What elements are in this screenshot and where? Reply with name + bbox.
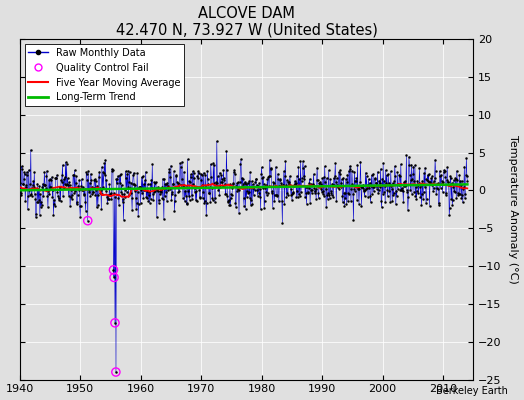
Y-axis label: Temperature Anomaly (°C): Temperature Anomaly (°C) [508,135,518,284]
Text: Berkeley Earth: Berkeley Earth [436,386,508,396]
Five Year Moving Average [138,186,144,191]
Five Year Moving Average [464,186,471,191]
Quality Control Fail [112,369,120,375]
Raw Monthly Data [464,178,471,183]
Raw Monthly Data [325,168,332,173]
Five Year Moving Average [17,185,23,190]
Long-Term Trend [332,184,338,188]
Raw Monthly Data [214,139,220,144]
Legend: Raw Monthly Data, Quality Control Fail, Five Year Moving Average, Long-Term Tren: Raw Monthly Data, Quality Control Fail, … [25,44,184,106]
Five Year Moving Average [125,195,132,200]
Quality Control Fail [110,274,118,281]
Five Year Moving Average [399,182,405,187]
Raw Monthly Data [431,179,437,184]
Line: Long-Term Trend: Long-Term Trend [20,184,467,190]
Raw Monthly Data [333,180,339,185]
Long-Term Trend [324,184,331,189]
Five Year Moving Average [332,184,339,189]
Long-Term Trend [430,182,436,187]
Five Year Moving Average [347,184,354,189]
Raw Monthly Data [113,370,119,374]
Raw Monthly Data [17,188,23,193]
Raw Monthly Data [348,198,354,203]
Raw Monthly Data [138,188,144,192]
Quality Control Fail [83,218,92,224]
Quality Control Fail [110,267,118,273]
Long-Term Trend [347,184,353,188]
Line: Five Year Moving Average: Five Year Moving Average [20,183,467,197]
Title: ALCOVE DAM
42.470 N, 73.927 W (United States): ALCOVE DAM 42.470 N, 73.927 W (United St… [116,6,377,38]
Quality Control Fail [111,320,119,326]
Five Year Moving Average [418,181,424,186]
Line: Raw Monthly Data: Raw Monthly Data [19,140,468,373]
Raw Monthly Data [399,188,406,193]
Long-Term Trend [17,188,23,193]
Five Year Moving Average [325,184,331,188]
Five Year Moving Average [431,181,437,186]
Long-Term Trend [464,182,471,187]
Long-Term Trend [137,186,144,191]
Long-Term Trend [398,183,405,188]
